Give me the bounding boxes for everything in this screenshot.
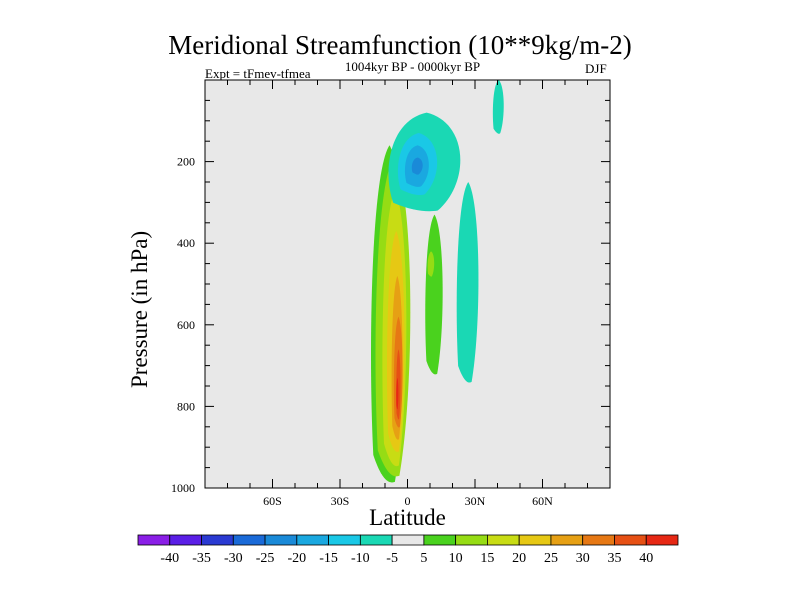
colorbar-label: -15 <box>319 551 338 566</box>
contour-region-neg5-15 <box>492 80 504 134</box>
colorbar-box <box>423 534 457 546</box>
x-tick-label: 60N <box>532 494 553 508</box>
y-tick-label: 1000 <box>171 481 195 495</box>
contour-region-40-7 <box>396 377 399 410</box>
colorbar-box <box>518 534 552 546</box>
colorbar-box <box>487 534 520 546</box>
colorbar-label: 35 <box>607 551 621 566</box>
colorbar-label: 10 <box>449 551 463 566</box>
colorbar-label: -40 <box>160 551 179 566</box>
colorbar-box <box>645 534 679 546</box>
colorbar-label: 30 <box>576 551 590 566</box>
colorbar-box <box>264 534 298 546</box>
colorbar-box <box>455 534 488 546</box>
colorbar-box <box>296 534 329 546</box>
y-tick-label: 800 <box>177 399 195 413</box>
colorbar-box <box>201 534 234 546</box>
contour-region-neg5-14 <box>456 182 479 383</box>
colorbar-box <box>391 534 425 546</box>
season-label: DJF <box>585 61 607 76</box>
x-tick-label: 60S <box>263 494 282 508</box>
colorbar: -40 -35 -30 -25 -20 -15 -10 -5 5 10 15 20 25 30 35 40 <box>137 534 679 566</box>
colorbar-label: -30 <box>224 551 243 566</box>
colorbar-box <box>359 534 393 546</box>
colorbar-box <box>550 534 584 546</box>
x-axis-label: Latitude <box>369 505 446 530</box>
colorbar-box <box>232 534 266 546</box>
chart-title: Meridional Streamfunction (10**9kg/m-2) <box>168 30 632 60</box>
x-tick-label: 30N <box>465 494 486 508</box>
contour-region-neg20-13 <box>411 157 423 175</box>
period-label: 1004kyr BP - 0000kyr BP <box>344 59 481 74</box>
colorbar-box <box>614 534 647 546</box>
x-tick-label: 30S <box>331 494 350 508</box>
colorbar-label: -25 <box>256 551 275 566</box>
axis-layer: 60S 30S 0 30N 60N 200 400 600 800 1000 <box>171 79 611 508</box>
colorbar-box <box>169 534 202 546</box>
colorbar-label: -10 <box>351 551 370 566</box>
colorbar-label: 20 <box>512 551 526 566</box>
y-tick-label: 400 <box>177 236 195 250</box>
colorbar-label: -20 <box>287 551 306 566</box>
y-tick-label: 600 <box>177 318 195 332</box>
colorbar-box <box>137 534 171 546</box>
colorbar-label: 25 <box>544 551 558 566</box>
colorbar-label: -5 <box>386 551 398 566</box>
colorbar-label: 40 <box>639 551 653 566</box>
colorbar-label: -35 <box>192 551 211 566</box>
contour-layer <box>370 80 504 483</box>
colorbar-box <box>582 534 615 546</box>
x-tick-label: 0 <box>405 494 411 508</box>
colorbar-label: 15 <box>480 551 494 566</box>
contour-region-10-9 <box>427 251 435 277</box>
colorbar-box <box>328 534 361 546</box>
colorbar-label: 5 <box>420 551 427 566</box>
experiment-label: Expt = tFmev-tfmea <box>205 66 311 81</box>
y-tick-label: 200 <box>177 155 195 169</box>
